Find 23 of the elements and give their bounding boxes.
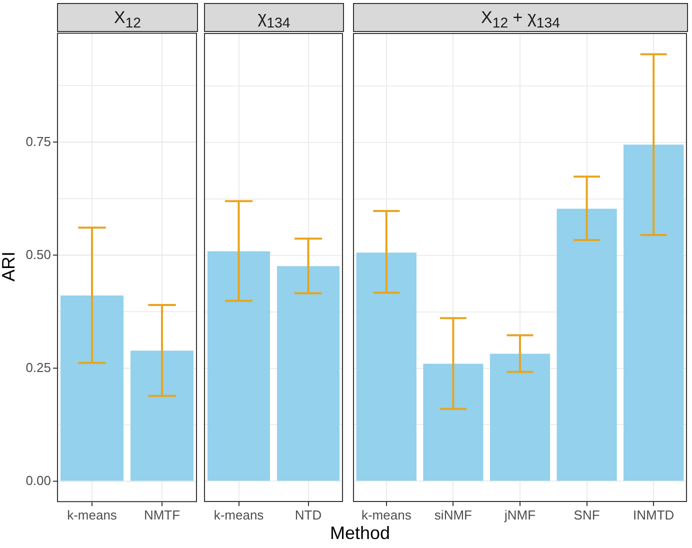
x-tick-label: SNF: [574, 507, 600, 522]
y-tick-label: 0.00: [26, 473, 51, 488]
bar: [624, 144, 684, 481]
bar: [356, 252, 416, 481]
y-tick-label: 0.50: [26, 247, 51, 262]
chart-title: X$_{12}$ + χ$_{134}$: [353, 3, 688, 32]
y-tick-label: 0.25: [26, 360, 51, 376]
x-tick-label: k-means: [214, 507, 264, 522]
bar: [423, 364, 484, 481]
y-tick-label: 0.75: [26, 134, 51, 149]
x-tick-label: NTD: [294, 507, 322, 522]
x-tick-label: jNMF: [503, 507, 536, 522]
x-tick-label: siNMF: [434, 507, 472, 522]
x-tick-label: NMTF: [144, 508, 180, 523]
bar: [490, 354, 550, 481]
x-tick-label: k-means: [361, 507, 412, 522]
x-tick-label: INMTD: [633, 507, 674, 522]
x-axis-title: Method: [328, 523, 392, 544]
chart-title: χ$_{134}$: [204, 3, 344, 32]
chart-title: X$_{12}$: [57, 3, 198, 32]
bar: [556, 208, 617, 481]
y-axis-title: ARI: [0, 251, 20, 282]
x-tick-label: k-means: [67, 508, 118, 523]
